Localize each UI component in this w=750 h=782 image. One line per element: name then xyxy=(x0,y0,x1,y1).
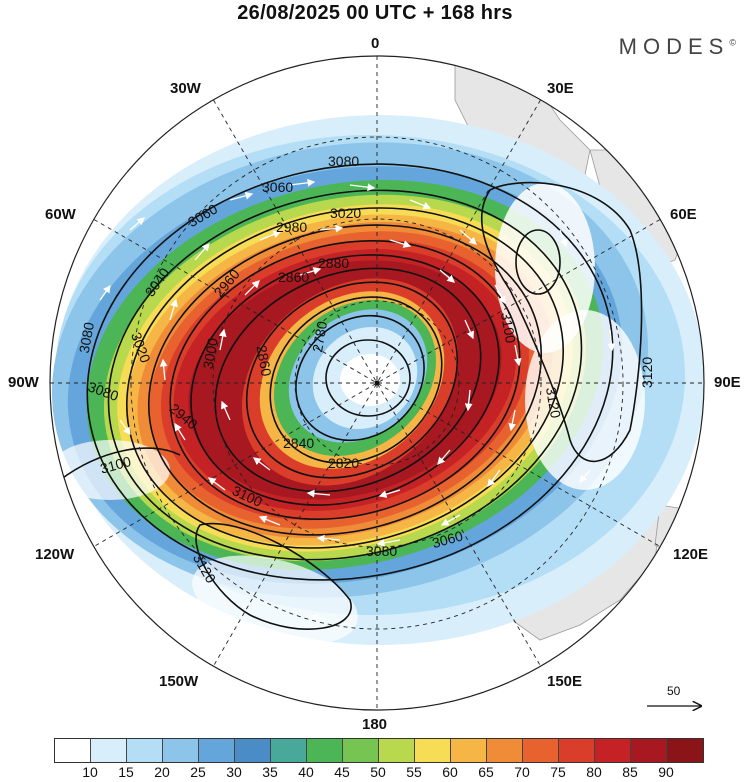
contour-label: 3020 xyxy=(330,205,361,221)
colorbar-tick-label: 85 xyxy=(622,764,638,780)
wind-vectors xyxy=(99,178,616,622)
colorbar-swatch xyxy=(595,739,631,762)
colorbar-tick-label: 10 xyxy=(82,764,98,780)
contour-label: 2780 xyxy=(309,320,330,354)
meridian-label-120e: 120E xyxy=(673,546,709,563)
graticule xyxy=(50,56,704,710)
contour-label: 3060 xyxy=(262,179,293,195)
map-boundary xyxy=(49,55,705,711)
colorbar-swatch xyxy=(523,739,559,762)
colorbar-tick-label: 35 xyxy=(262,764,278,780)
reference-vector: 50 xyxy=(647,684,681,698)
colorbar-tick-label: 50 xyxy=(370,764,386,780)
colorbar xyxy=(54,738,704,763)
wind-shading xyxy=(50,115,704,645)
colorbar-swatch xyxy=(91,739,127,762)
height-contours xyxy=(59,163,643,630)
meridian-label-180: 180 xyxy=(362,716,388,733)
colorbar-swatch xyxy=(307,739,343,762)
colorbar-tick-label: 15 xyxy=(118,764,134,780)
colorbar-swatch xyxy=(667,739,703,762)
meridian-label-60e: 60E xyxy=(670,206,697,223)
colorbar-swatch xyxy=(559,739,595,762)
colorbar-swatch xyxy=(631,739,667,762)
contour-label: 2880 xyxy=(318,255,349,271)
meridian-label-150w: 150W xyxy=(159,673,199,690)
contour-label: 2860 xyxy=(278,269,309,285)
contour-label: 3100 xyxy=(498,311,519,345)
colorbar-swatch xyxy=(487,739,523,762)
contour-label: 2840 xyxy=(283,435,314,451)
contour-label: 2980 xyxy=(276,219,307,235)
contour-label: 3060 xyxy=(430,528,464,552)
contour-label: 3120 xyxy=(639,357,655,388)
colorbar-swatch xyxy=(199,739,235,762)
contour-label: 3000 xyxy=(200,337,221,371)
pole-marker xyxy=(374,380,380,386)
colorbar-tick-label: 65 xyxy=(478,764,494,780)
meridian-label-60w: 60W xyxy=(45,206,76,223)
colorbar-tick-label: 40 xyxy=(298,764,314,780)
contour-label: 2860 xyxy=(254,344,275,378)
colorbar-tick-label: 80 xyxy=(586,764,602,780)
meridian-label-120w: 120W xyxy=(35,546,75,563)
colorbar-swatch xyxy=(127,739,163,762)
colorbar-swatch xyxy=(451,739,487,762)
contour-label: 3080 xyxy=(366,543,397,559)
colorbar-tick-label: 45 xyxy=(334,764,350,780)
contour-label: 2820 xyxy=(328,455,359,471)
colorbar-swatch xyxy=(343,739,379,762)
colorbar-swatch xyxy=(235,739,271,762)
colorbar-tick-label: 25 xyxy=(190,764,206,780)
meridian-label-30w: 30W xyxy=(170,80,201,97)
polar-map: 3080 3060 3060 3020 3040 2960 2980 2860 … xyxy=(49,55,705,711)
colorbar-tick-label: 75 xyxy=(550,764,566,780)
map-disk xyxy=(50,56,704,710)
contour-label: 3080 xyxy=(76,321,97,355)
contour-label: 3120 xyxy=(543,386,564,420)
map-title: 26/08/2025 00 UTC + 168 hrs xyxy=(237,2,513,24)
meridian-label-90e: 90E xyxy=(714,374,741,391)
colorbar-tick-label: 55 xyxy=(406,764,422,780)
colorbar-swatch xyxy=(271,739,307,762)
colorbar-swatch xyxy=(415,739,451,762)
colorbar-tick-label: 90 xyxy=(658,764,674,780)
meridian-label-30e: 30E xyxy=(547,80,574,97)
colorbar-swatch xyxy=(55,739,91,762)
colorbar-tick-label: 20 xyxy=(154,764,170,780)
brand-logo: MODES© xyxy=(618,34,736,59)
colorbar-swatch xyxy=(163,739,199,762)
colorbar-tick-label: 60 xyxy=(442,764,458,780)
meridian-label-90w: 90W xyxy=(8,374,39,391)
meridian-label-0: 0 xyxy=(371,35,380,52)
colorbar-tick-label: 70 xyxy=(514,764,530,780)
colorbar-swatch xyxy=(379,739,415,762)
contour-label: 3080 xyxy=(328,153,359,169)
colorbar-ticks: 10 15 20 25 30 35 40 45 50 55 60 65 70 75 80 85 90 xyxy=(54,764,702,782)
colorbar-tick-label: 30 xyxy=(226,764,242,780)
contour-label: 3100 xyxy=(98,453,132,477)
meridian-label-150e: 150E xyxy=(547,673,583,690)
